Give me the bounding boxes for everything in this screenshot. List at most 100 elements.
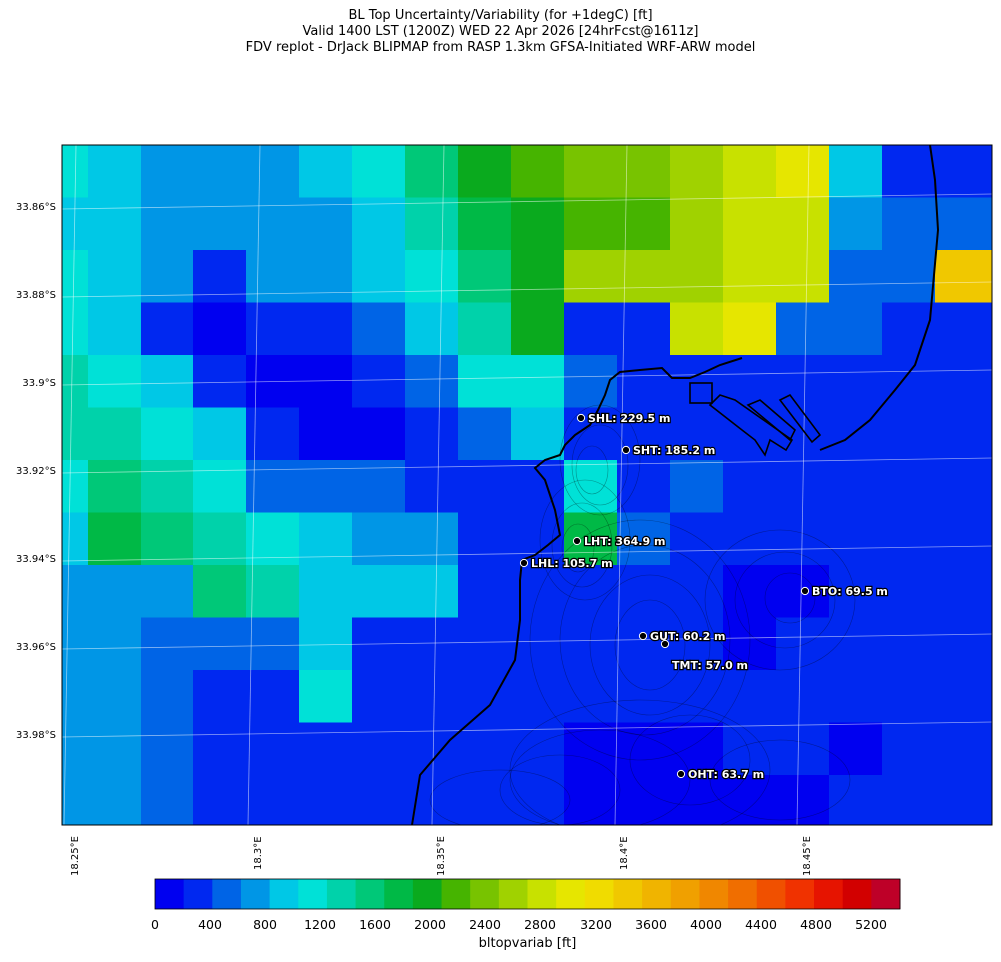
grid-cell bbox=[882, 828, 936, 881]
grid-cell bbox=[882, 197, 936, 251]
grid-cell bbox=[935, 197, 992, 251]
grid-cell bbox=[829, 302, 883, 356]
grid-cell bbox=[193, 460, 247, 514]
grid-cell bbox=[193, 617, 247, 671]
grid-cell bbox=[511, 775, 565, 825]
grid-cell bbox=[246, 722, 300, 776]
grid-cell bbox=[564, 145, 618, 199]
grid-cell bbox=[564, 512, 618, 566]
grid-cell bbox=[299, 670, 353, 724]
grid-cell bbox=[829, 145, 883, 199]
grid-cell bbox=[352, 670, 406, 724]
grid-cell bbox=[458, 565, 512, 619]
grid-cell bbox=[193, 775, 247, 825]
grid-cell bbox=[458, 775, 512, 825]
grid-cell bbox=[617, 565, 671, 619]
grid-cell bbox=[299, 722, 353, 776]
grid-cell bbox=[829, 512, 883, 566]
colorbar-segment bbox=[756, 879, 786, 909]
colorbar-segment bbox=[871, 879, 901, 909]
grid-cell bbox=[723, 407, 777, 461]
grid-cell bbox=[458, 302, 512, 356]
grid-cell bbox=[458, 145, 512, 199]
grid-cell bbox=[935, 670, 992, 724]
grid-cell bbox=[246, 460, 300, 514]
grid-cell bbox=[193, 565, 247, 619]
plot-frame bbox=[61, 144, 993, 826]
grid-cell bbox=[246, 407, 300, 461]
grid-cell bbox=[776, 775, 830, 825]
grid-cell bbox=[617, 722, 671, 776]
grid-cell bbox=[88, 775, 142, 825]
grid-cell bbox=[62, 722, 89, 776]
colorbar-segment bbox=[699, 879, 729, 909]
station-dot-lht bbox=[572, 536, 582, 546]
grid-cell bbox=[882, 407, 936, 461]
coastline bbox=[411, 145, 940, 825]
colorbar-tick-0: 0 bbox=[151, 917, 159, 932]
colorbar-segment bbox=[728, 879, 758, 909]
grid-cell bbox=[670, 617, 724, 671]
grid-cell bbox=[935, 407, 992, 461]
colorbar-tick-4800: 4800 bbox=[800, 917, 832, 932]
grid-cell bbox=[458, 407, 512, 461]
grid-cell bbox=[617, 250, 671, 304]
grid-cell bbox=[882, 565, 936, 619]
grid-cell bbox=[935, 617, 992, 671]
grid-cell bbox=[776, 617, 830, 671]
grid-cell bbox=[352, 355, 406, 409]
grid-cell bbox=[670, 828, 724, 881]
grid-cell bbox=[458, 722, 512, 776]
grid-cell bbox=[776, 670, 830, 724]
lat-label-2: 33.88°S bbox=[16, 290, 56, 301]
grid-cell bbox=[617, 302, 671, 356]
grid-cell bbox=[935, 460, 992, 514]
grid-cell bbox=[62, 512, 89, 566]
grid-cell bbox=[511, 828, 565, 881]
grid-cell bbox=[352, 565, 406, 619]
grid-cell bbox=[299, 565, 353, 619]
grid-cell bbox=[246, 565, 300, 619]
station-label-bto: BTO: 69.5 m bbox=[812, 585, 888, 598]
grid-cell bbox=[458, 355, 512, 409]
colorbar-segment bbox=[441, 879, 471, 909]
title-line-2: Valid 1400 LST (1200Z) WED 22 Apr 2026 [… bbox=[302, 24, 699, 39]
grid-cell bbox=[723, 250, 777, 304]
grid-cell bbox=[141, 302, 194, 356]
grid-cell bbox=[882, 460, 936, 514]
grid-cell bbox=[141, 355, 194, 409]
colorbar-segment bbox=[527, 879, 557, 909]
grid-cell bbox=[141, 512, 194, 566]
grid-cell bbox=[405, 512, 459, 566]
grid-cell bbox=[141, 775, 194, 825]
grid-cell bbox=[564, 407, 618, 461]
grid-cell bbox=[141, 460, 194, 514]
grid-cell bbox=[882, 722, 936, 776]
grid-cell bbox=[299, 197, 353, 251]
grid-cell bbox=[829, 828, 883, 881]
lat-label-6: 33.96°S bbox=[16, 642, 56, 653]
grid-cell bbox=[617, 145, 671, 199]
lat-label-4: 33.92°S bbox=[16, 466, 56, 477]
grid-cell bbox=[723, 775, 777, 825]
grid-cell bbox=[405, 355, 459, 409]
colorbar-segment bbox=[613, 879, 643, 909]
grid-cell bbox=[935, 828, 993, 881]
grid-cell bbox=[246, 250, 300, 304]
grid-cell bbox=[299, 512, 353, 566]
grid-cell bbox=[829, 775, 883, 825]
grid-cell bbox=[88, 355, 142, 409]
grid-cell bbox=[723, 302, 777, 356]
grid-cell bbox=[405, 565, 459, 619]
grid-cell bbox=[670, 565, 724, 619]
grid-cell bbox=[935, 145, 992, 199]
grid-cell bbox=[458, 250, 512, 304]
colorbar-segment bbox=[155, 879, 185, 909]
grid-cell bbox=[88, 722, 142, 776]
grid-cell bbox=[511, 460, 565, 514]
grid-cell bbox=[935, 250, 992, 304]
station-dot-gut bbox=[638, 631, 648, 641]
station-label-lht: LHT: 364.9 m bbox=[584, 535, 665, 548]
station-dot-sht bbox=[621, 445, 631, 455]
colorbar-segment bbox=[240, 879, 271, 909]
